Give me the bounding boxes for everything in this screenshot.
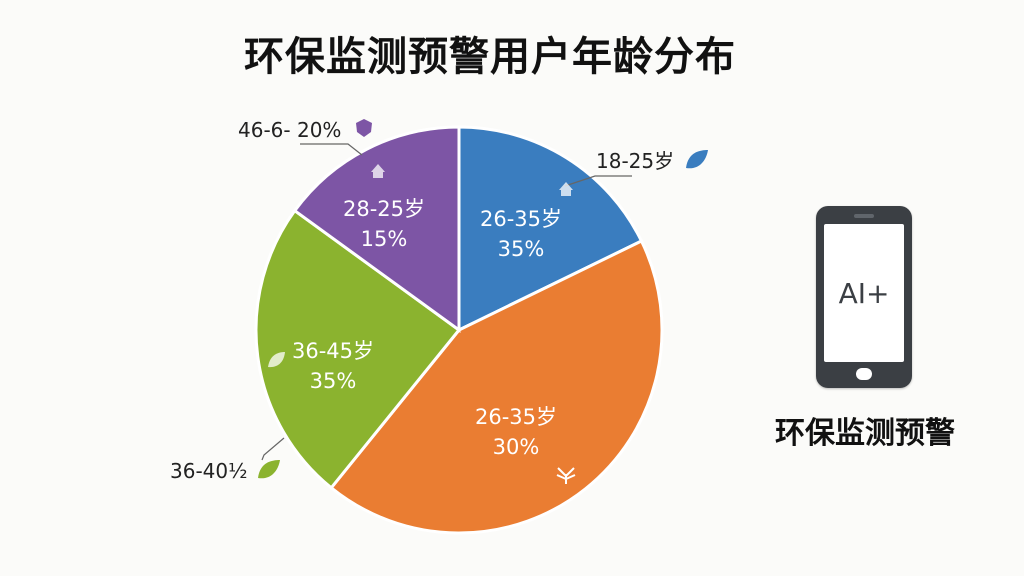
slice-label: 28-25岁: [343, 197, 425, 221]
slice-value-label: 35%: [310, 369, 357, 393]
leaf-icon: [686, 150, 708, 169]
leader-line: [564, 175, 632, 187]
slice-label: 26-35岁: [480, 207, 562, 231]
phone-speaker: [854, 214, 874, 218]
callout-label: 46-6- 20%: [238, 118, 341, 142]
house-icon: [371, 164, 385, 178]
pie-slice: [329, 239, 664, 535]
slice-value-label: 15%: [361, 227, 408, 251]
slice-label: 26-35岁: [475, 405, 557, 429]
shield-icon: [356, 119, 372, 137]
leaf-icon: [258, 460, 280, 479]
pie-slice: [254, 208, 462, 490]
slice-label: 36-45岁: [292, 339, 374, 363]
slice-value-label: 30%: [493, 435, 540, 459]
phone-home-button: [856, 368, 872, 380]
chart-title: 环保监测预警用户年龄分布: [244, 34, 736, 80]
pie-slice: [457, 125, 644, 333]
slice-value-label: 35%: [498, 237, 545, 261]
pie-slice: [292, 125, 461, 333]
leaf-icon: [268, 352, 285, 368]
phone-screen: AI+: [824, 224, 904, 362]
house-icon: [559, 182, 573, 196]
callout-label: 36-40½: [170, 459, 248, 483]
sprout-icon: [556, 467, 576, 484]
side-title: 环保监测预警: [775, 416, 955, 451]
phone-screen-text: AI+: [838, 276, 890, 310]
leader-line: [261, 437, 285, 461]
phone-icon: AI+: [816, 206, 912, 388]
leader-line: [300, 143, 363, 156]
callout-label: 18-25岁: [596, 149, 674, 173]
